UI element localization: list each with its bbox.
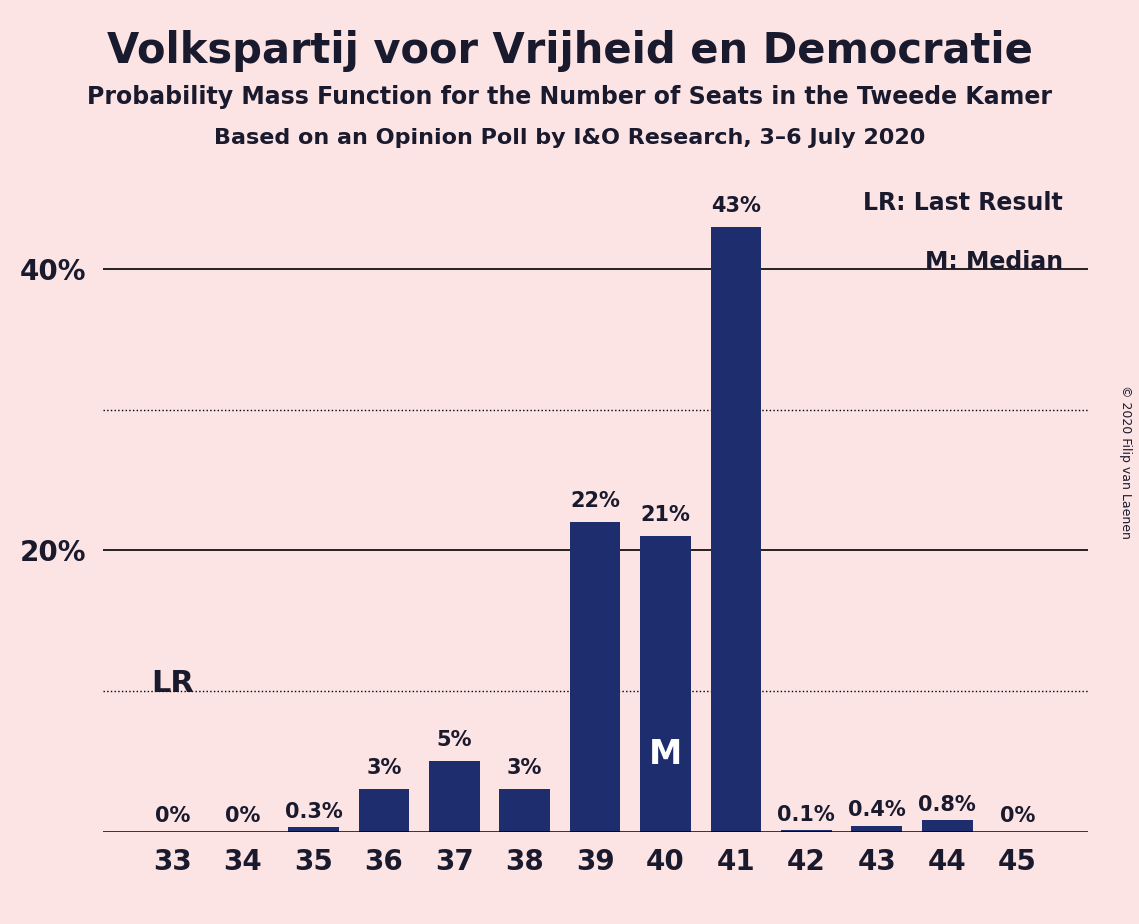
Text: 21%: 21% [640,505,690,525]
Bar [288,827,338,832]
Bar [499,789,550,832]
Text: M: Median: M: Median [925,250,1063,274]
Bar [781,830,831,832]
Text: 0%: 0% [155,806,190,826]
Bar [921,821,973,832]
Text: Based on an Opinion Poll by I&O Research, 3–6 July 2020: Based on an Opinion Poll by I&O Research… [214,128,925,148]
Text: M: M [649,737,682,771]
Text: 5%: 5% [436,730,472,750]
Bar [640,537,691,832]
Text: 22%: 22% [571,492,620,511]
Text: 0.1%: 0.1% [778,805,835,824]
Bar [570,522,621,832]
Bar [429,761,480,832]
Text: LR: LR [151,669,194,698]
Text: 0%: 0% [1000,806,1035,826]
Text: Volkspartij voor Vrijheid en Democratie: Volkspartij voor Vrijheid en Democratie [107,30,1032,71]
Text: 0%: 0% [226,806,261,826]
Text: 0.3%: 0.3% [285,802,343,821]
Bar [359,789,409,832]
Bar [711,227,761,832]
Text: LR: Last Result: LR: Last Result [863,190,1063,214]
Bar [852,826,902,832]
Text: © 2020 Filip van Laenen: © 2020 Filip van Laenen [1118,385,1132,539]
Text: 43%: 43% [711,196,761,216]
Text: 0.8%: 0.8% [918,795,976,815]
Text: 3%: 3% [367,759,402,778]
Text: 3%: 3% [507,759,542,778]
Text: 0.4%: 0.4% [847,800,906,821]
Text: Probability Mass Function for the Number of Seats in the Tweede Kamer: Probability Mass Function for the Number… [87,85,1052,109]
